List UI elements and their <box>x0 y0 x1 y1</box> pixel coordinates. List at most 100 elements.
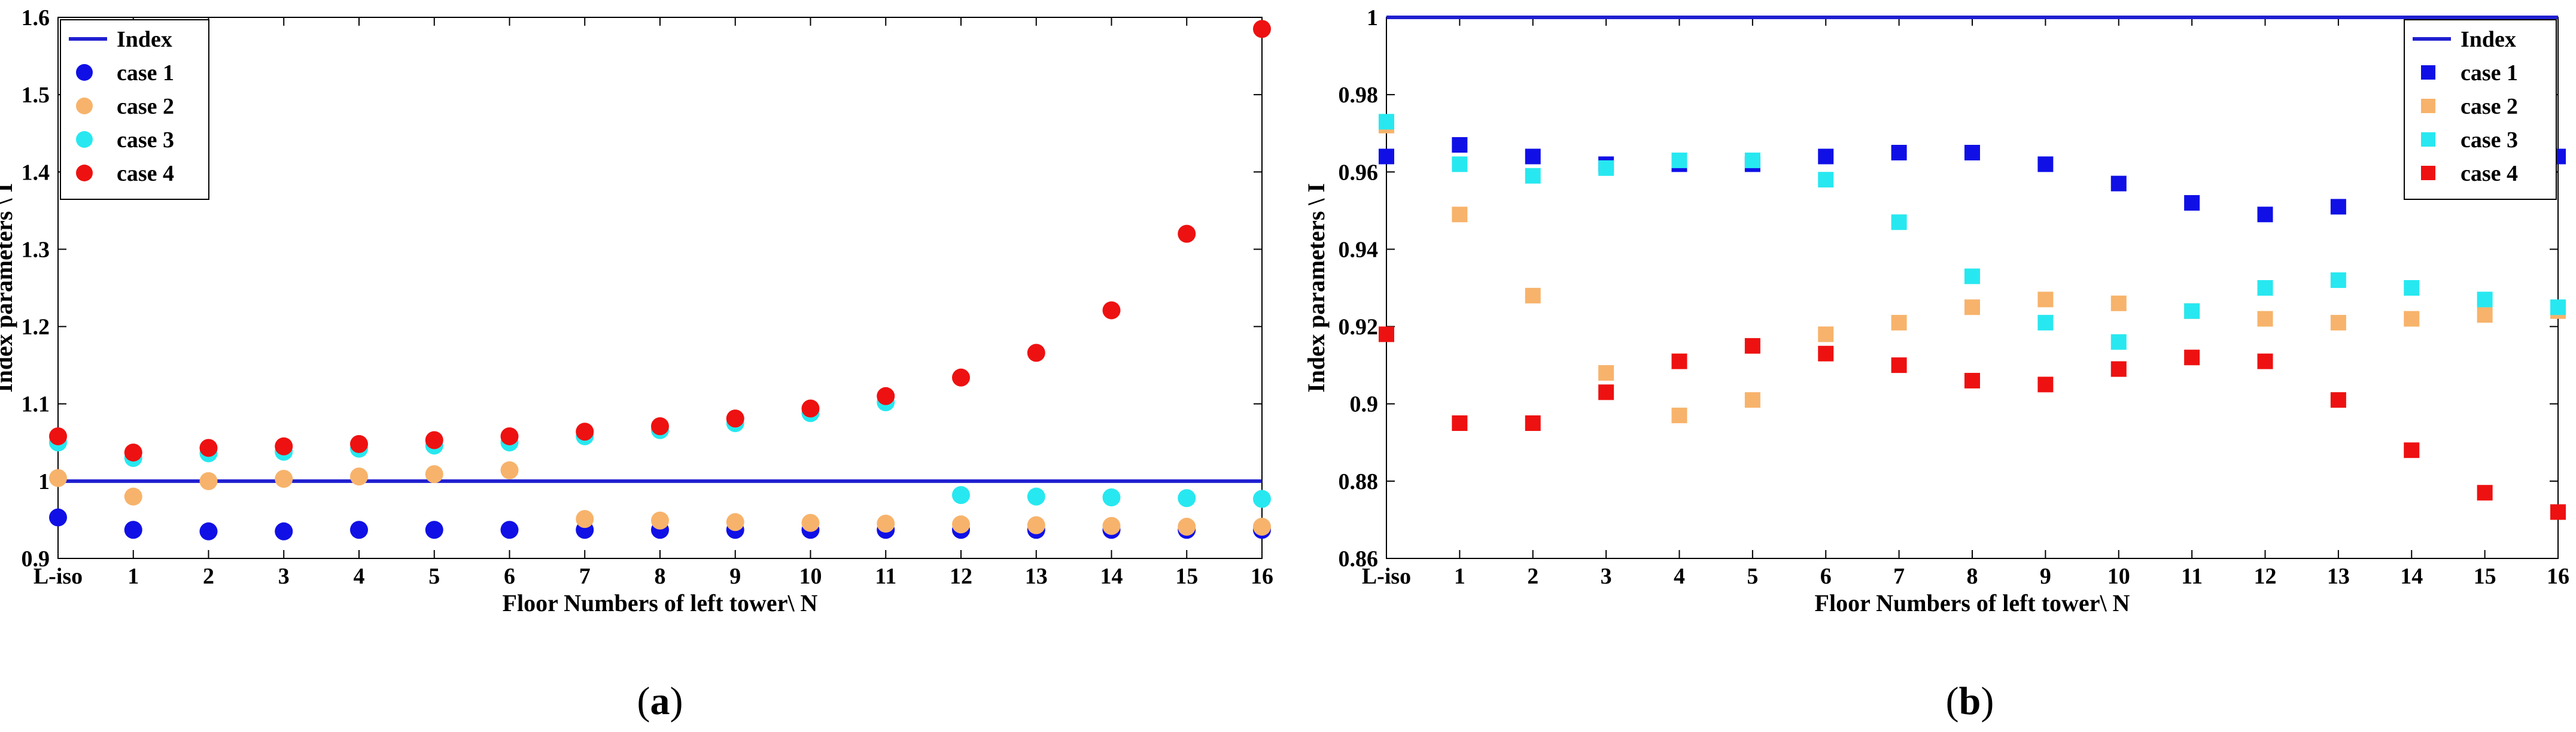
series-case-3 <box>1379 114 2566 350</box>
data-point <box>350 435 368 453</box>
data-point <box>49 427 67 445</box>
legend-label: case 2 <box>2461 94 2518 119</box>
x-tick-label: 15 <box>2474 564 2496 589</box>
caption-part: ( <box>637 679 650 723</box>
legend-label-index: Index <box>2461 27 2516 52</box>
x-tick-label: 2 <box>1527 564 1538 589</box>
data-point <box>2257 353 2273 369</box>
data-point <box>1452 415 1468 431</box>
data-point <box>1379 148 1394 165</box>
y-tick-label: 0.98 <box>1339 83 1379 108</box>
x-tick-label: 1 <box>1454 564 1465 589</box>
x-tick-label: 11 <box>2181 564 2203 589</box>
legend-swatch <box>76 165 93 181</box>
legend-swatch <box>2421 99 2435 113</box>
x-tick-label: 10 <box>2107 564 2130 589</box>
y-tick-label: 0.9 <box>22 546 50 572</box>
data-point <box>1891 357 1907 373</box>
data-point <box>1598 160 1614 176</box>
legend-swatch <box>2421 132 2435 147</box>
data-point <box>2110 334 2127 350</box>
data-point <box>2330 199 2346 215</box>
data-point <box>651 511 669 530</box>
y-tick-label: 1.3 <box>22 237 50 262</box>
data-point <box>124 521 142 539</box>
data-point <box>500 521 519 539</box>
data-point <box>1818 345 1834 362</box>
data-point <box>2477 291 2493 308</box>
data-point <box>275 469 293 488</box>
data-point <box>2037 376 2054 393</box>
x-tick-label: 10 <box>799 564 822 589</box>
data-point <box>124 444 142 462</box>
data-point <box>2330 315 2346 331</box>
legend-label: case 4 <box>2461 161 2518 186</box>
plot-area-b <box>1386 17 2559 559</box>
x-tick-label: L-iso <box>1362 564 1411 589</box>
data-point <box>199 522 218 540</box>
data-point <box>1525 168 1541 184</box>
legend-swatch <box>76 64 93 81</box>
data-point <box>1891 315 1907 331</box>
legend-label: case 1 <box>2461 60 2518 86</box>
data-point <box>1744 392 1760 408</box>
data-point <box>2330 272 2346 288</box>
legend-label: case 4 <box>117 161 174 186</box>
data-point <box>275 522 293 540</box>
x-tick-label: L-iso <box>34 564 83 589</box>
data-point <box>350 521 368 539</box>
legend-b: Index case 1 case 2 case 3 case 4 <box>2404 19 2557 200</box>
data-point <box>2404 311 2420 327</box>
data-point <box>2037 315 2054 331</box>
x-tick-label: 8 <box>1967 564 1978 589</box>
legend-swatch <box>76 131 93 148</box>
data-point <box>49 508 67 527</box>
series-case-4 <box>49 20 1271 462</box>
panel-caption: (a) <box>637 679 683 723</box>
x-tick-label: 7 <box>579 564 591 589</box>
data-point <box>1178 489 1196 508</box>
x-tick-label: 6 <box>1820 564 1832 589</box>
data-point <box>952 515 970 534</box>
x-tick-label: 13 <box>1025 564 1048 589</box>
data-point <box>1027 516 1045 534</box>
data-point <box>2037 291 2054 308</box>
y-tick-label: 1 <box>1367 5 1378 31</box>
x-tick-label: 16 <box>1251 564 1273 589</box>
plot-area-a <box>57 17 1263 559</box>
data-point <box>2404 280 2420 296</box>
data-point <box>199 439 218 457</box>
y-tick-label: 0.88 <box>1339 469 1379 494</box>
data-point <box>1178 518 1196 536</box>
legend-a: Index case 1 case 2 case 3 case 4 <box>60 19 209 200</box>
data-point <box>1598 365 1614 381</box>
data-point <box>1818 326 1834 342</box>
data-point <box>1027 487 1045 506</box>
data-point <box>1525 148 1541 165</box>
series-case-2 <box>49 461 1271 536</box>
data-point <box>1379 114 1394 130</box>
y-tick-label: 0.94 <box>1339 237 1379 262</box>
data-point <box>2330 392 2346 408</box>
data-point <box>952 368 970 387</box>
data-point <box>2184 350 2200 366</box>
data-point <box>576 510 594 529</box>
data-point <box>2110 175 2127 192</box>
data-point <box>425 465 443 484</box>
data-point <box>2550 504 2566 520</box>
data-point <box>801 399 820 418</box>
y-tick-label: 1.2 <box>22 315 50 340</box>
x-tick-label: 4 <box>354 564 365 589</box>
data-point <box>500 427 519 445</box>
legend-label: case 3 <box>117 127 174 153</box>
x-tick-label: 9 <box>2040 564 2051 589</box>
data-point <box>1671 353 1687 369</box>
caption-part: ) <box>1981 679 1994 723</box>
data-point <box>1964 145 1980 160</box>
data-point <box>350 467 368 486</box>
data-point <box>651 417 669 436</box>
x-tick-label: 6 <box>504 564 515 589</box>
data-point <box>1964 372 1980 388</box>
series-case-4 <box>1379 326 2566 520</box>
